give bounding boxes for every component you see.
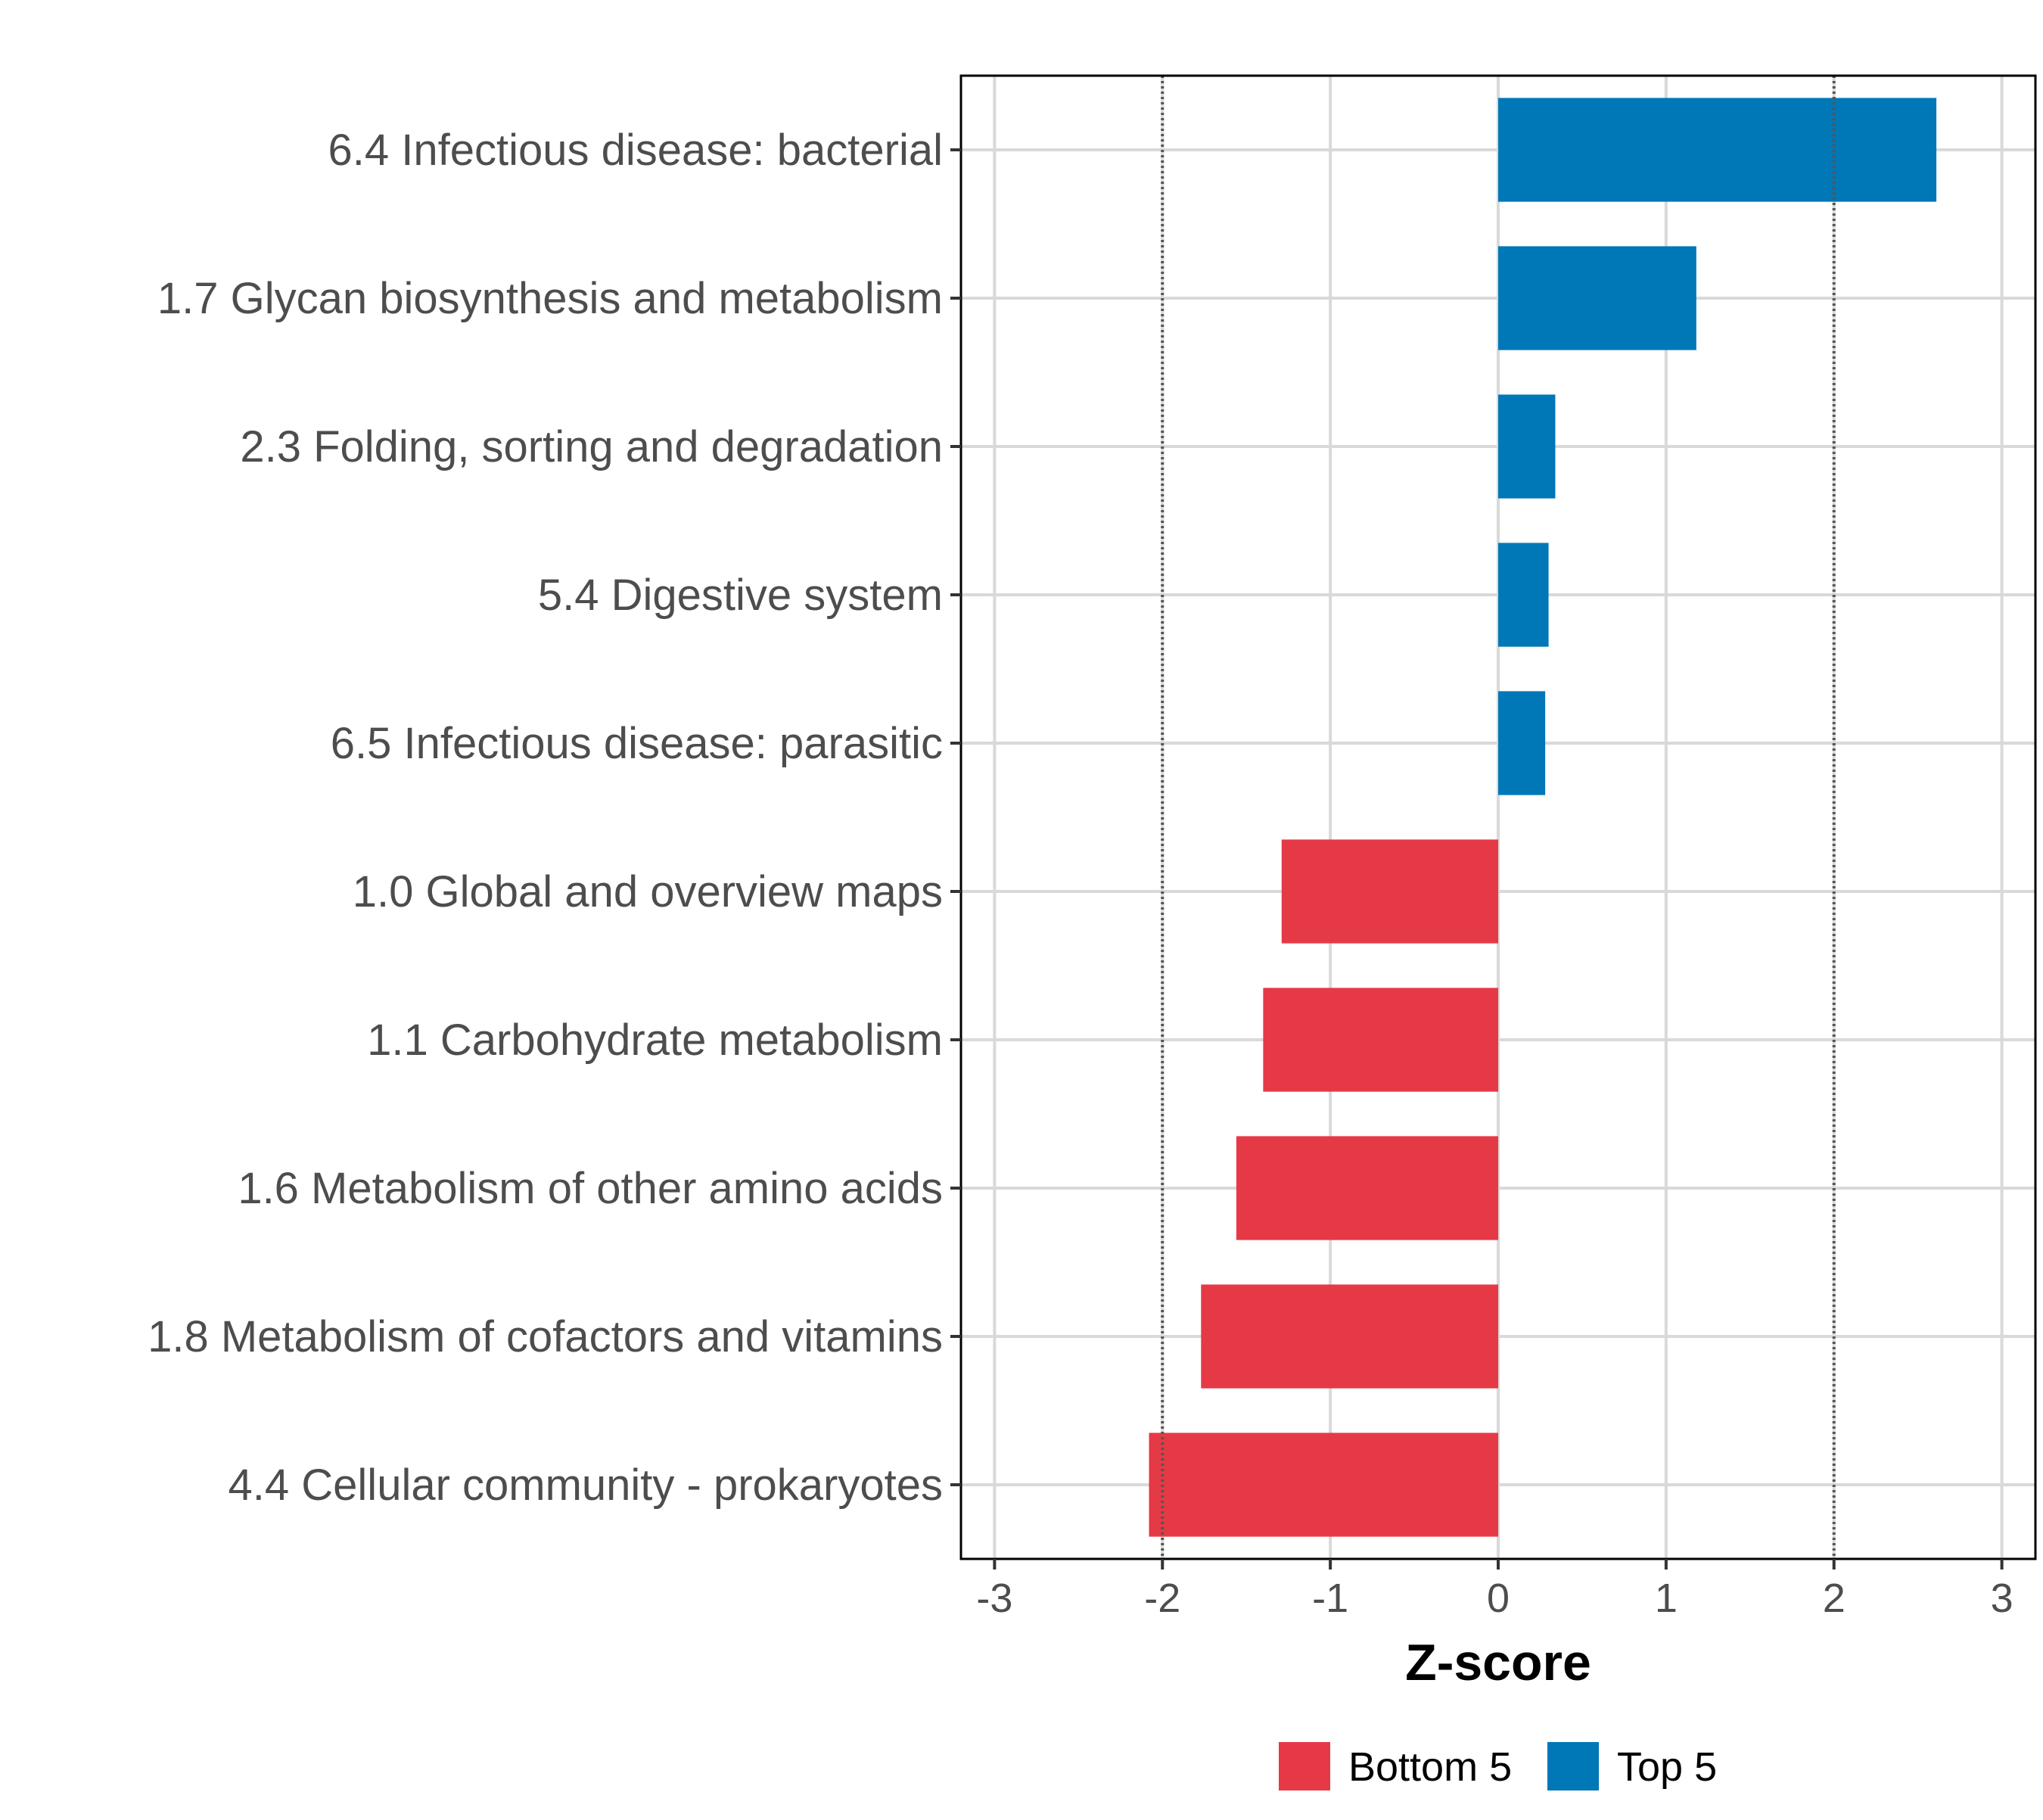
category-label-6-5-infectious-disease-parasitic: 6.5 Infectious disease: parasitic: [331, 719, 943, 768]
category-label-1-6-metabolism-of-other-amino-acids: 1.6 Metabolism of other amino acids: [238, 1164, 943, 1213]
category-label-6-4-infectious-disease-bacterial: 6.4 Infectious disease: bacterial: [328, 126, 943, 175]
x-tick-label-1: 1: [1655, 1576, 1678, 1621]
bar-5-4-digestive-system: [1498, 543, 1549, 647]
bar-layer: [1149, 98, 1937, 1537]
category-label-1-8-metabolism-of-cofactors-and-vitamins: 1.8 Metabolism of cofactors and vitamins: [148, 1312, 943, 1361]
legend: Bottom 5 Top 5: [1279, 1742, 1717, 1790]
bar-6-4-infectious-disease-bacterial: [1498, 98, 1937, 202]
category-label-2-3-folding-sorting-and-degradation: 2.3 Folding, sorting and degradation: [240, 422, 943, 471]
bar-1-8-metabolism-of-cofactors-and-vitamins: [1201, 1284, 1498, 1389]
legend-label-top-5: Top 5: [1617, 1744, 1717, 1790]
bar-4-4-cellular-community-prokaryotes: [1149, 1433, 1498, 1537]
category-label-4-4-cellular-community-prokaryotes: 4.4 Cellular community - prokaryotes: [229, 1461, 943, 1510]
category-label-1-7-glycan-biosynthesis-and-metabolism: 1.7 Glycan biosynthesis and metabolism: [157, 274, 943, 323]
legend-label-bottom-5: Bottom 5: [1348, 1744, 1512, 1790]
bar-1-7-glycan-biosynthesis-and-metabolism: [1498, 246, 1696, 350]
x-tick-label-2: 2: [1823, 1576, 1846, 1621]
reference-line-layer: [1161, 76, 1836, 1559]
axis-layer: 6.4 Infectious disease: bacterial 1.7 Gly…: [148, 126, 2013, 1621]
x-tick-label-2: -2: [1144, 1576, 1180, 1621]
x-tick-label-0: 0: [1487, 1576, 1510, 1621]
bar-1-1-carbohydrate-metabolism: [1263, 988, 1498, 1092]
bar-1-6-metabolism-of-other-amino-acids: [1236, 1136, 1498, 1240]
category-label-1-1-carbohydrate-metabolism: 1.1 Carbohydrate metabolism: [367, 1016, 943, 1065]
legend-swatch-bottom-5: [1279, 1742, 1330, 1790]
x-axis-title: Z-score: [1405, 1634, 1591, 1691]
bar-1-0-global-and-overview-maps: [1281, 839, 1498, 944]
x-tick-label-3: -3: [976, 1576, 1012, 1621]
category-label-5-4-digestive-system: 5.4 Digestive system: [538, 571, 943, 620]
bar-6-5-infectious-disease-parasitic: [1498, 691, 1546, 795]
category-label-1-0-global-and-overview-maps: 1.0 Global and overview maps: [353, 867, 943, 916]
x-tick-label-1: -1: [1312, 1576, 1348, 1621]
legend-swatch-top-5: [1547, 1742, 1599, 1790]
x-tick-label-3: 3: [1991, 1576, 2013, 1621]
bar-2-3-folding-sorting-and-degradation: [1498, 394, 1556, 499]
